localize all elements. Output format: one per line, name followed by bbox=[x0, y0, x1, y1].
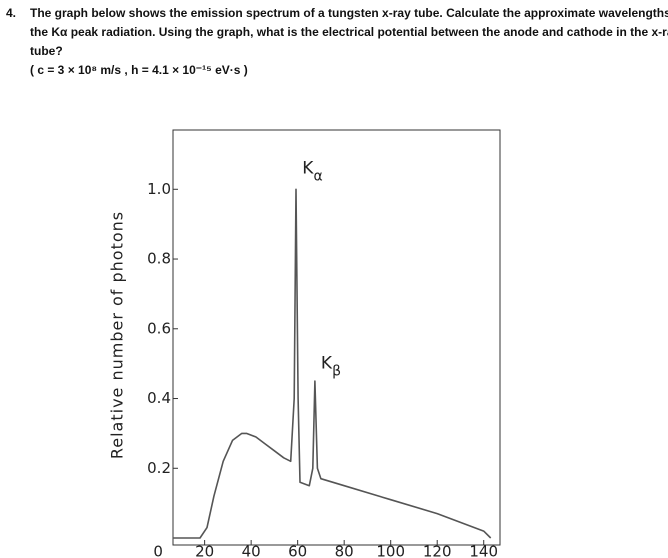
x-tick-label: 140 bbox=[469, 543, 498, 558]
peak-label-sub: β bbox=[332, 364, 341, 380]
question-number: 4. bbox=[6, 6, 17, 20]
question-body: The graph below shows the emission spect… bbox=[30, 4, 668, 80]
y-axis-label: Relative number of photons bbox=[108, 211, 127, 459]
plot-frame bbox=[172, 129, 501, 546]
question-line: the Kα peak radiation. Using the graph, … bbox=[30, 25, 668, 39]
peak-label-main: K bbox=[321, 354, 333, 374]
question-line: tube? bbox=[30, 44, 63, 58]
peak-label: Kα bbox=[302, 158, 322, 184]
x-tick-label: 120 bbox=[423, 543, 452, 558]
x-tick-label: 100 bbox=[376, 543, 405, 558]
y-tick-label: 0.4 bbox=[147, 389, 171, 407]
x-tick-label: 20 bbox=[195, 543, 214, 558]
y-tick-label: 0.6 bbox=[147, 319, 171, 337]
y-tick-label: 1.0 bbox=[147, 180, 171, 198]
x-tick-label: 80 bbox=[335, 543, 354, 558]
peak-label: Kβ bbox=[321, 354, 341, 380]
y-tick-label: 0.2 bbox=[147, 459, 171, 477]
x-tick-label: 0 bbox=[153, 543, 163, 558]
y-tick-label: 0.8 bbox=[147, 250, 171, 268]
x-tick-label: 40 bbox=[242, 543, 261, 558]
x-tick-label: 60 bbox=[288, 543, 307, 558]
peak-label-main: K bbox=[302, 158, 314, 178]
question-line: The graph below shows the emission spect… bbox=[30, 6, 668, 20]
spectrum-line bbox=[173, 188, 492, 539]
peak-label-sub: α bbox=[313, 168, 322, 184]
constants: ( c = 3 × 10⁸ m/s , h = 4.1 × 10⁻¹⁵ eV·s… bbox=[30, 63, 248, 77]
question: 4. The graph below shows the emission sp… bbox=[6, 4, 668, 80]
